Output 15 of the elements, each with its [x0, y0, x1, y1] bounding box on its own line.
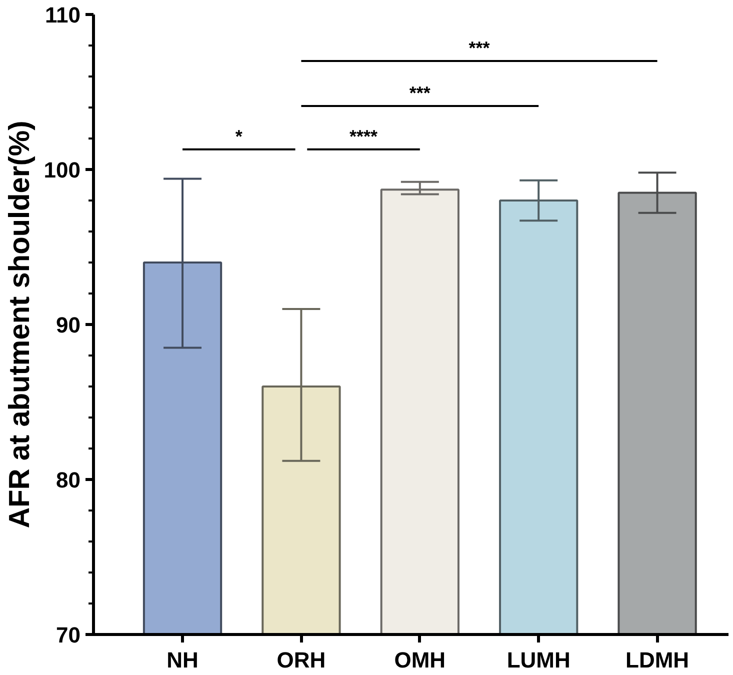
- annotation: *: [235, 126, 242, 146]
- x-tick-label: OMH: [394, 648, 446, 672]
- x-tick-label: LDMH: [626, 648, 690, 672]
- y-tick-label: 110: [45, 2, 81, 28]
- annotation: ****: [350, 126, 378, 146]
- annotation: ***: [468, 38, 490, 58]
- x-tick-label: ORH: [276, 648, 326, 672]
- annotation: ***: [409, 82, 430, 103]
- y-tick-label: 90: [56, 312, 81, 338]
- y-tick-label: 70: [56, 622, 81, 648]
- x-tick-label: NH: [166, 648, 198, 672]
- y-axis-title: AFR at abutment shoulder(%): [4, 120, 36, 528]
- x-tick-label: LUMH: [506, 648, 570, 672]
- y-tick-label: 80: [56, 468, 81, 492]
- y-tick-label: 100: [44, 158, 81, 182]
